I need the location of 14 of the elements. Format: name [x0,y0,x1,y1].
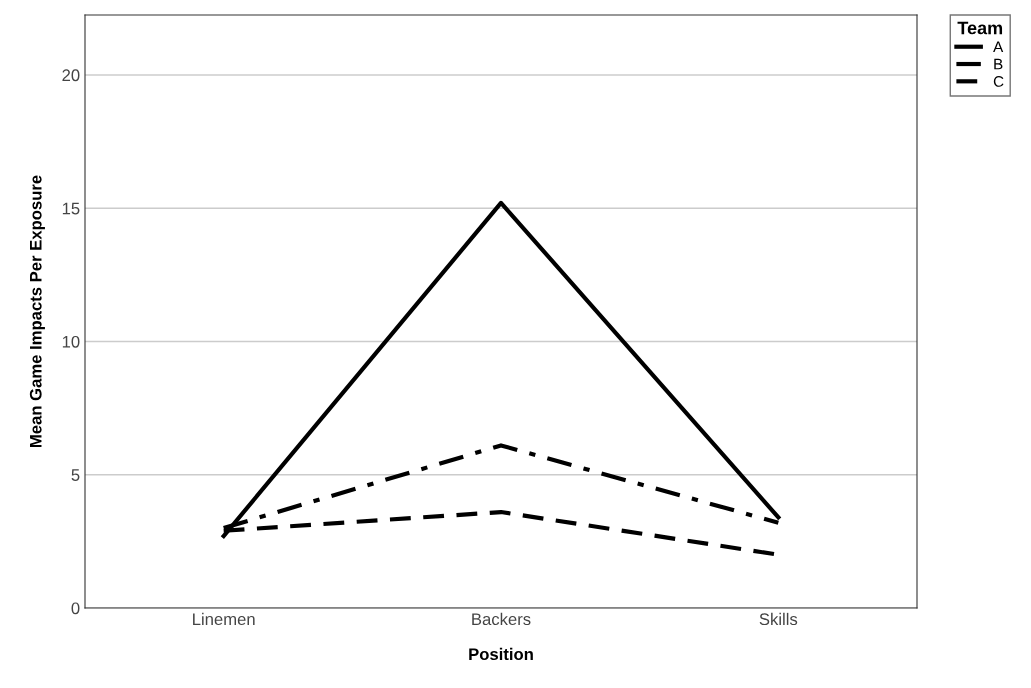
x-tick-label: Linemen [193,612,255,626]
y-tick-label: 0 [71,602,80,615]
x-tick-label: Skills [759,612,798,626]
legend-label: A [993,41,1004,53]
y-tick-label: 5 [71,469,80,481]
legend-title: Team [957,21,1003,35]
x-tick-label: Backers [472,612,531,626]
y-tick-label: 10 [62,335,80,348]
y-axis-title: Mean Game Impacts Per Exposure [29,175,45,448]
legend-label: C [993,76,1004,87]
y-tick-label: 15 [62,202,80,215]
y-tick-label: 20 [62,69,80,82]
legend-label: B [994,58,1003,70]
x-axis-title: Position [469,647,533,661]
